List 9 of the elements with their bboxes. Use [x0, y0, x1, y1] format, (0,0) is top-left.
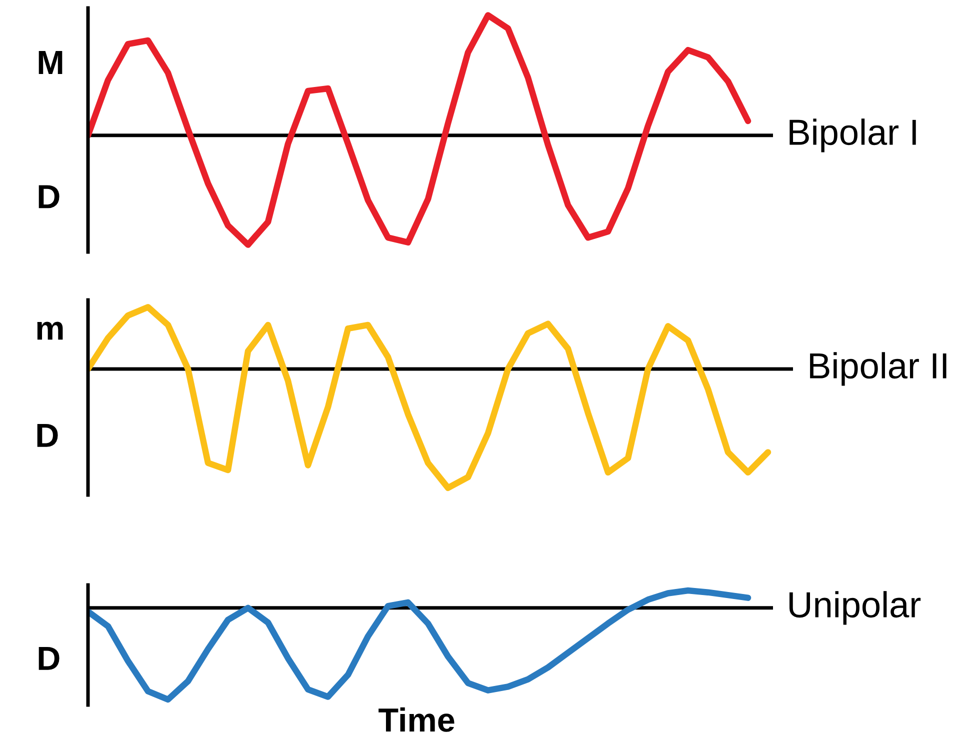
text: D — [38, 185, 60, 208]
text: m — [37, 322, 63, 340]
text: M — [38, 51, 62, 74]
text: D — [37, 424, 58, 447]
text: D — [38, 646, 60, 670]
x-axis-title: Time — [378, 707, 454, 732]
text: Bipolar II — [810, 352, 946, 386]
series-label: Unipolar — [789, 591, 921, 625]
series-label: Bipolar I — [790, 118, 916, 152]
